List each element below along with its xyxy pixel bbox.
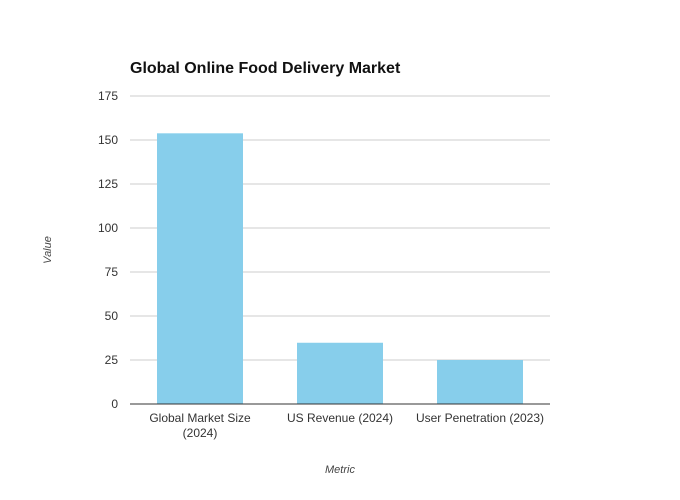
x-axis-title: Metric <box>325 464 355 476</box>
x-tick-label-line: US Revenue (2024) <box>287 411 393 425</box>
y-tick-label: 75 <box>105 265 119 279</box>
y-tick-label: 150 <box>98 133 118 147</box>
y-tick-label: 175 <box>98 89 118 103</box>
x-tick-label: Global Market Size (2024) <box>149 411 251 440</box>
y-tick-label: 50 <box>105 309 119 323</box>
x-tick-label-line: User Penetration (2023) <box>416 411 544 425</box>
y-tick-label: 25 <box>105 353 119 367</box>
y-tick-label: 125 <box>98 177 118 191</box>
x-tick-label-line: Global Market Size <box>149 411 251 425</box>
x-tick-label-line: (2024) <box>183 426 218 440</box>
y-axis-ticks: 0 25 50 75 100 125 150 175 <box>98 89 118 411</box>
x-axis-ticks: Global Market Size (2024) US Revenue (2024… <box>149 411 544 440</box>
bar <box>297 342 383 404</box>
x-tick-label: US Revenue (2024) <box>287 411 393 425</box>
bars <box>157 133 523 404</box>
x-tick-label: User Penetration (2023) <box>416 411 544 425</box>
y-axis-title: Value <box>42 236 54 264</box>
bar <box>157 133 243 404</box>
bar <box>437 360 523 404</box>
y-tick-label: 100 <box>98 221 118 235</box>
chart-title: Global Online Food Delivery Market <box>130 60 401 77</box>
y-tick-label: 0 <box>111 397 118 411</box>
